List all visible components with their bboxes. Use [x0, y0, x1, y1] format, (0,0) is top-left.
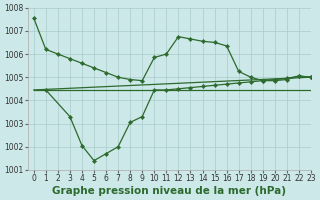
X-axis label: Graphe pression niveau de la mer (hPa): Graphe pression niveau de la mer (hPa)	[52, 186, 286, 196]
